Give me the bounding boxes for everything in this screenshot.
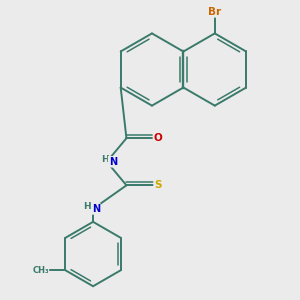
Text: N: N (109, 157, 117, 167)
Text: O: O (154, 133, 162, 143)
Text: N: N (92, 204, 100, 214)
Text: Br: Br (208, 7, 221, 17)
Text: H: H (101, 155, 109, 164)
Text: S: S (154, 180, 162, 190)
Text: CH₃: CH₃ (32, 266, 49, 274)
Text: H: H (83, 202, 91, 211)
